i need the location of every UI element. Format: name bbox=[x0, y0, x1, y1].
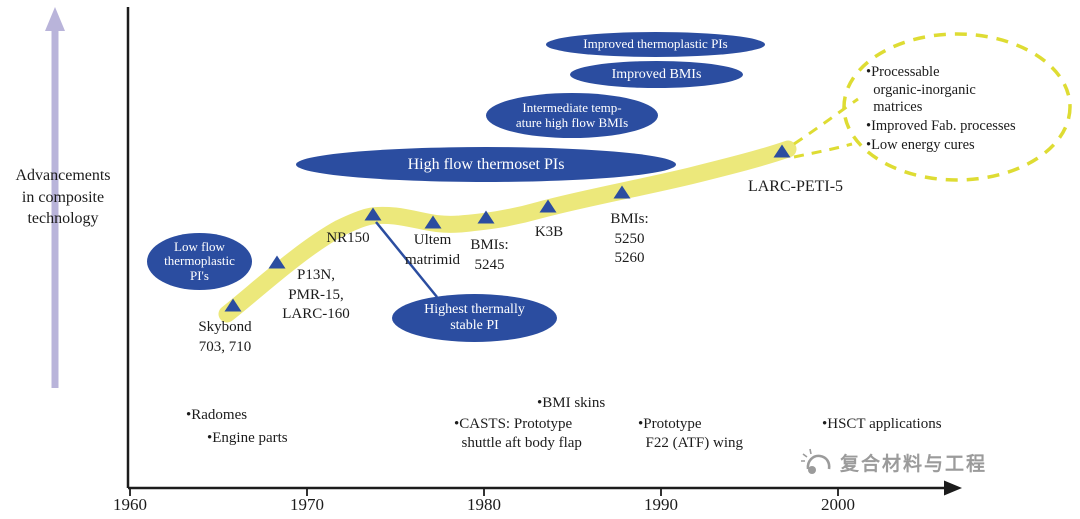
bubble-intermediate-high-flow-bmis: Intermediate temp- ature high flow BMIs bbox=[486, 93, 658, 138]
x-axis-arrowhead bbox=[944, 480, 962, 496]
application-casts-shuttle-flap: •CASTS: Prototype shuttle aft body flap bbox=[454, 416, 582, 451]
marker-bmis-5245 bbox=[477, 210, 495, 224]
application-radomes: •Radomes bbox=[186, 407, 248, 423]
x-tick-1990: 1990 bbox=[644, 495, 678, 514]
marker-ultem bbox=[424, 215, 442, 229]
bubble-high-flow-thermoset-pis: High flow thermoset PIs bbox=[296, 147, 676, 182]
label-bmis-5245: BMIs: 5245 bbox=[470, 237, 509, 273]
x-axis-ticks bbox=[129, 488, 839, 496]
application-hsct: •HSCT applications bbox=[822, 416, 942, 432]
future-goals-list: •Processable organic-inorganic matrices … bbox=[866, 64, 1056, 155]
future-item-processable-matrices: •Processable organic-inorganic matrices bbox=[866, 64, 976, 116]
marker-p13n bbox=[268, 255, 286, 269]
x-tick-2000: 2000 bbox=[821, 495, 855, 514]
label-larc-peti5: LARC-PETI-5 bbox=[747, 178, 844, 195]
x-tick-1970: 1970 bbox=[290, 495, 324, 514]
marker-skybond bbox=[224, 298, 242, 312]
marker-nr150 bbox=[364, 207, 382, 221]
label-ultem-matrimid: Ultem matrimid bbox=[405, 232, 460, 268]
application-bmi-skins: •BMI skins bbox=[537, 395, 606, 411]
advancement-arrow bbox=[45, 7, 65, 388]
label-nr150: NR150 bbox=[326, 230, 370, 246]
milestone-markers bbox=[224, 144, 791, 312]
bubble-low-flow-thermoplastic-pis: Low flow thermoplastic PI's bbox=[147, 233, 252, 290]
marker-bmis-5250 bbox=[613, 185, 631, 199]
label-skybond: Skybond 703, 710 bbox=[198, 319, 252, 355]
x-tick-1980: 1980 bbox=[467, 495, 501, 514]
label-p13n-pmr15-larc160: P13N, PMR-15, LARC-160 bbox=[282, 267, 350, 322]
bubble-improved-thermoplastic-pis: Improved thermoplastic PIs bbox=[546, 32, 765, 57]
future-item-improved-fab: •Improved Fab. processes bbox=[866, 118, 1016, 135]
watermark: 复合材料与工程 bbox=[800, 447, 987, 477]
future-item-low-energy-cures: •Low energy cures bbox=[866, 136, 975, 153]
label-k3b: K3B bbox=[534, 224, 564, 240]
trend-band bbox=[218, 140, 797, 323]
watermark-text: 复合材料与工程 bbox=[840, 453, 988, 475]
marker-k3b bbox=[539, 199, 557, 213]
marker-larc-peti5 bbox=[773, 144, 791, 158]
application-f22-wing: •Prototype F22 (ATF) wing bbox=[638, 416, 744, 451]
x-tick-1960: 1960 bbox=[113, 495, 147, 514]
future-ellipse bbox=[842, 32, 1072, 182]
watermark-logo-icon bbox=[801, 448, 831, 474]
y-axis-label: Advancements in composite technology bbox=[15, 167, 111, 228]
application-engine-parts: •Engine parts bbox=[207, 430, 288, 446]
bubble-highest-thermally-stable-pi: Highest thermally stable PI bbox=[392, 294, 557, 342]
label-bmis-5250-5260: BMIs: 5250 5260 bbox=[610, 211, 649, 266]
future-connector-dashes bbox=[793, 97, 859, 159]
nr150-callout-line bbox=[375, 221, 438, 298]
axes bbox=[126, 7, 962, 496]
bubble-improved-bmis: Improved BMIs bbox=[570, 61, 743, 88]
